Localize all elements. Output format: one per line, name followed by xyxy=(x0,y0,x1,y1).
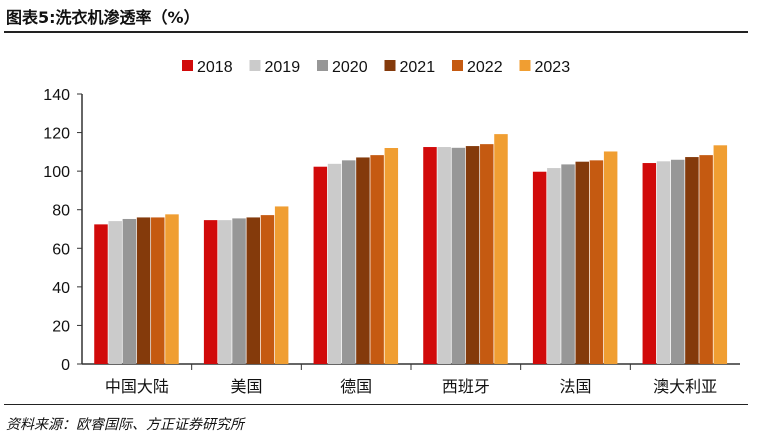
y-tick-label: 140 xyxy=(43,87,70,104)
legend-label-2018: 2018 xyxy=(197,59,233,76)
x-tick-label: 美国 xyxy=(230,377,262,396)
bar-2022 xyxy=(589,160,604,364)
bar-2021 xyxy=(356,157,370,364)
x-tick-label: 中国大陆 xyxy=(105,377,169,396)
bar-2021 xyxy=(685,157,699,364)
bar-2020 xyxy=(670,159,685,364)
bar-2018 xyxy=(203,220,218,364)
y-tick-label: 80 xyxy=(52,203,70,220)
bar-2022 xyxy=(151,217,165,364)
bar-2019 xyxy=(547,168,561,364)
bar-2023 xyxy=(274,206,289,364)
bar-2019 xyxy=(218,220,232,364)
bar-2021 xyxy=(136,217,151,364)
figure-title: 图表5:洗衣机渗透率（%） xyxy=(6,8,200,27)
bar-2020 xyxy=(451,147,466,364)
x-tick-label: 德国 xyxy=(340,377,372,396)
bar-2019 xyxy=(108,221,122,364)
bar-2018 xyxy=(423,147,437,364)
bar-2020 xyxy=(122,218,137,364)
legend-label-2023: 2023 xyxy=(535,59,571,76)
title-divider xyxy=(4,31,748,33)
bar-2019 xyxy=(656,161,671,364)
bar-2019 xyxy=(437,147,451,364)
legend-swatch-2022 xyxy=(452,60,463,71)
bar-2023 xyxy=(165,214,179,364)
bar-2022 xyxy=(699,155,713,364)
y-tick-label: 20 xyxy=(52,318,70,335)
y-tick-label: 40 xyxy=(52,280,70,297)
legend-swatch-2018 xyxy=(182,60,193,71)
bar-2019 xyxy=(327,163,342,364)
y-tick-label: 100 xyxy=(43,164,70,181)
legend-swatch-2023 xyxy=(519,60,531,71)
bar-2022 xyxy=(370,155,384,364)
legend-label-2021: 2021 xyxy=(400,59,436,76)
legend-label-2022: 2022 xyxy=(467,59,503,76)
x-tick-label: 西班牙 xyxy=(442,377,490,396)
bar-2020 xyxy=(232,218,246,364)
bar-2018 xyxy=(94,224,108,364)
bar-2022 xyxy=(260,215,275,364)
x-tick-label: 澳大利亚 xyxy=(653,377,717,396)
bar-2018 xyxy=(642,163,657,364)
x-tick-label: 法国 xyxy=(559,377,591,396)
legend-swatch-2020 xyxy=(317,60,328,71)
bar-2018 xyxy=(313,166,328,364)
legend-label-2020: 2020 xyxy=(332,59,368,76)
legend-label-2019: 2019 xyxy=(265,59,301,76)
bar-2023 xyxy=(603,151,618,364)
source-note: 资料来源：欧睿国际、方正证券研究所 xyxy=(6,417,244,433)
bar-2021 xyxy=(465,146,480,364)
y-tick-label: 120 xyxy=(43,126,70,143)
bar-2023 xyxy=(494,134,508,364)
bar-2020 xyxy=(561,164,575,364)
bar-2022 xyxy=(480,144,494,364)
bar-2018 xyxy=(532,171,547,364)
source-divider xyxy=(4,404,748,405)
y-tick-label: 0 xyxy=(61,357,70,374)
legend-swatch-2019 xyxy=(249,60,261,71)
bar-2023 xyxy=(384,148,399,364)
bar-2020 xyxy=(341,160,356,364)
bar-2021 xyxy=(246,217,260,364)
bar-2023 xyxy=(713,145,728,364)
legend-swatch-2021 xyxy=(384,60,396,71)
y-tick-label: 60 xyxy=(52,241,70,258)
bar-2021 xyxy=(575,161,589,364)
